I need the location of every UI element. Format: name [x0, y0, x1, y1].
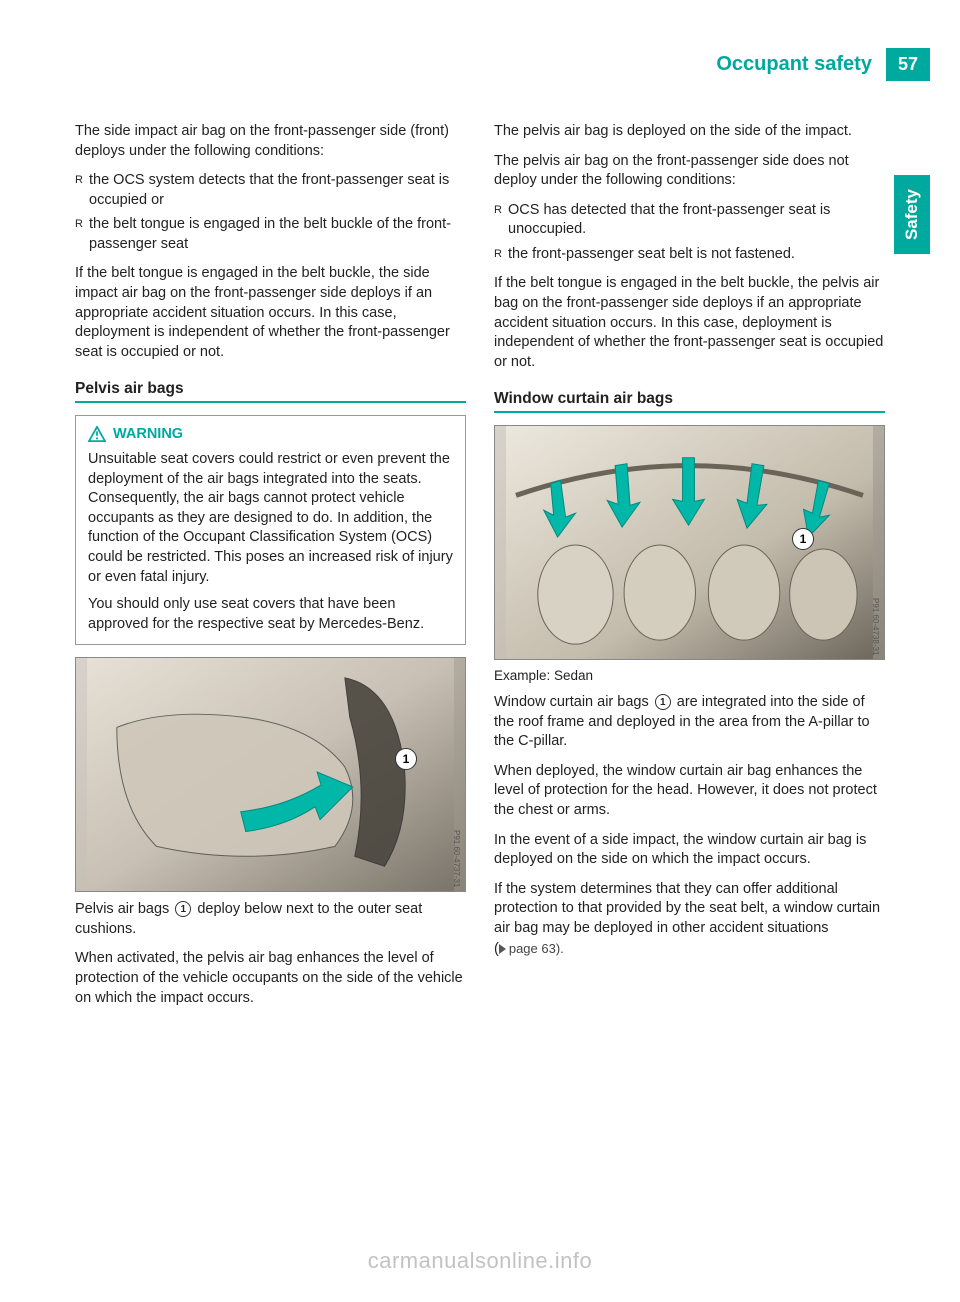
paragraph: Pelvis air bags 1 deploy below next to t… [75, 900, 466, 939]
callout-ref-1: 1 [175, 901, 191, 917]
figure-window-curtain-airbag: 1 P91.60-4738-31 [494, 425, 885, 660]
list-item-text: the OCS system detects that the front-pa… [89, 171, 466, 210]
bullet-list: R OCS has detected that the front-passen… [494, 201, 885, 265]
paragraph: The side impact air bag on the front-pas… [75, 122, 466, 161]
bullet-marker-icon: R [75, 171, 89, 210]
paragraph: If the belt tongue is engaged in the bel… [75, 264, 466, 362]
bullet-marker-icon: R [494, 245, 508, 265]
bullet-marker-icon: R [75, 215, 89, 254]
content-columns: The side impact air bag on the front-pas… [75, 122, 885, 1018]
right-column: The pelvis air bag is deployed on the si… [494, 122, 885, 1018]
paragraph: Window curtain air bags 1 are integrated… [494, 693, 885, 752]
watermark: carmanualsonline.info [368, 1248, 593, 1274]
seat-illustration [76, 658, 465, 891]
paragraph: The pelvis air bag on the front-passenge… [494, 152, 885, 191]
section-heading-window-curtain: Window curtain air bags [494, 390, 885, 413]
list-item-text: the front-passenger seat belt is not fas… [508, 245, 885, 265]
figure-reference-number: P91.60-4737-31 [452, 830, 461, 887]
list-item-text: the belt tongue is engaged in the belt b… [89, 215, 466, 254]
header-title: Occupant safety [716, 53, 872, 76]
list-item: R the OCS system detects that the front-… [75, 171, 466, 210]
list-item: R OCS has detected that the front-passen… [494, 201, 885, 240]
figure-pelvis-airbag: 1 P91.60-4737-31 [75, 657, 466, 892]
page-header: Occupant safety 57 [716, 48, 930, 81]
list-item: R the belt tongue is engaged in the belt… [75, 215, 466, 254]
warning-text: You should only use seat covers that hav… [88, 595, 453, 634]
bullet-list: R the OCS system detects that the front-… [75, 171, 466, 254]
paragraph: If the system determines that they can o… [494, 880, 885, 939]
list-item-text: OCS has detected that the front-passenge… [508, 201, 885, 240]
list-item: R the front-passenger seat belt is not f… [494, 245, 885, 265]
warning-header: WARNING [88, 426, 453, 442]
warning-label: WARNING [113, 426, 183, 442]
paragraph: If the belt tongue is engaged in the bel… [494, 274, 885, 372]
figure-caption: Example: Sedan [494, 668, 885, 683]
triangle-right-icon [499, 944, 506, 954]
page-ref-text: page 63). [509, 940, 564, 958]
section-tab-safety: Safety [894, 175, 930, 254]
text-span: Pelvis air bags [75, 901, 173, 917]
page-number: 57 [886, 48, 930, 81]
paragraph: When activated, the pelvis air bag enhan… [75, 949, 466, 1008]
warning-triangle-icon [88, 426, 106, 442]
callout-ref-1: 1 [655, 694, 671, 710]
paragraph: The pelvis air bag is deployed on the si… [494, 122, 885, 142]
warning-box: WARNING Unsuitable seat covers could res… [75, 415, 466, 645]
warning-text: Unsuitable seat covers could restrict or… [88, 450, 453, 587]
left-column: The side impact air bag on the front-pas… [75, 122, 466, 1018]
page-reference: (page 63). [494, 940, 885, 960]
figure-reference-number: P91.60-4738-31 [871, 598, 880, 655]
text-span: Window curtain air bags [494, 694, 653, 710]
bullet-marker-icon: R [494, 201, 508, 240]
paragraph: When deployed, the window curtain air ba… [494, 762, 885, 821]
interior-illustration [495, 426, 884, 659]
section-heading-pelvis: Pelvis air bags [75, 380, 466, 403]
paragraph: In the event of a side impact, the windo… [494, 831, 885, 870]
